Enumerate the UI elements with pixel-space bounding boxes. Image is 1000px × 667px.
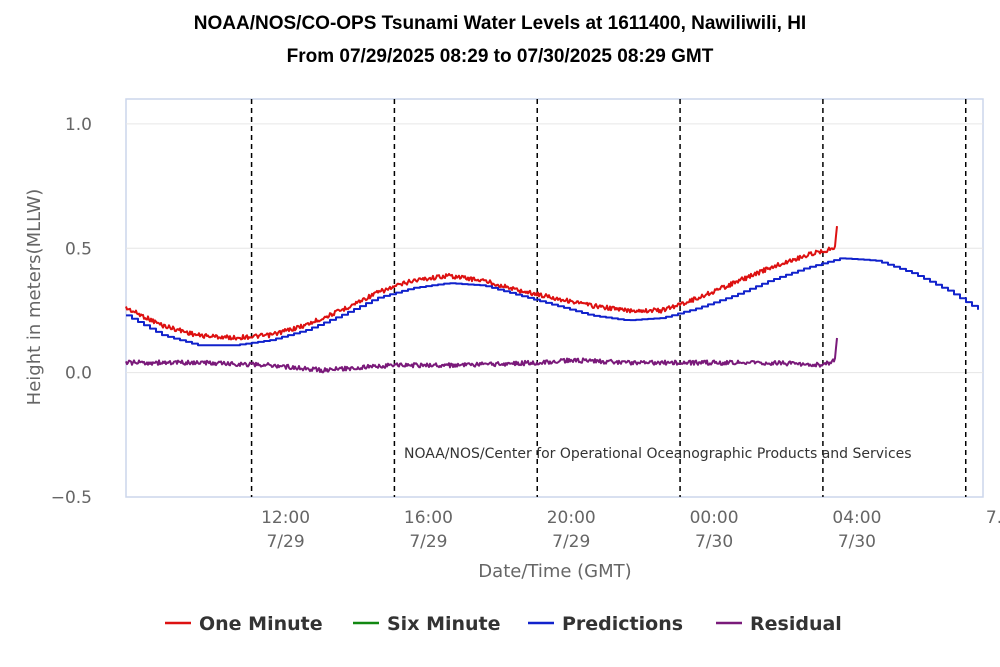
chart-subtitle: From 07/29/2025 08:29 to 07/30/2025 08:2… bbox=[286, 46, 714, 67]
x-tick-time-label: 12:00 bbox=[261, 508, 310, 528]
y-axis-title: Height in meters(MLLW) bbox=[24, 189, 45, 406]
x-tick-time-label: 00:00 bbox=[690, 508, 739, 528]
x-tick-time-label: 04:00 bbox=[832, 508, 881, 528]
series-line-residual bbox=[125, 337, 838, 374]
series-line-one-minute bbox=[125, 225, 838, 341]
legend-label: Residual bbox=[750, 613, 842, 635]
credit-text: NOAA/NOS/Center for Operational Oceanogr… bbox=[404, 446, 912, 462]
x-tick-date-label: 7/30 bbox=[838, 532, 876, 552]
y-tick-label: −0.5 bbox=[51, 488, 92, 508]
chart-title: NOAA/NOS/CO-OPS Tsunami Water Levels at … bbox=[193, 13, 807, 34]
x-tick-date-label: 7/29 bbox=[552, 532, 590, 552]
y-tick-label: 0.0 bbox=[65, 364, 92, 384]
legend-item-predictions[interactable]: Predictions bbox=[528, 613, 683, 635]
legend-item-one-minute[interactable]: One Minute bbox=[165, 613, 323, 635]
legend-item-six-minute[interactable]: Six Minute bbox=[353, 613, 501, 635]
x-tick-time-label: 7… bbox=[986, 508, 1000, 528]
series-line-predictions bbox=[126, 257, 979, 347]
x-axis-title: Date/Time (GMT) bbox=[478, 561, 631, 582]
x-tick-date-label: 7/29 bbox=[266, 532, 304, 552]
x-tick-time-label: 16:00 bbox=[404, 508, 453, 528]
y-tick-label: 1.0 bbox=[65, 115, 92, 135]
legend-label: Predictions bbox=[562, 613, 683, 635]
y-tick-label: 0.5 bbox=[65, 239, 92, 259]
legend-label: Six Minute bbox=[387, 613, 501, 635]
legend-label: One Minute bbox=[199, 613, 323, 635]
legend-item-residual[interactable]: Residual bbox=[716, 613, 842, 635]
x-tick-date-label: 7/29 bbox=[409, 532, 447, 552]
x-tick-date-label: 7/30 bbox=[695, 532, 733, 552]
x-tick-time-label: 20:00 bbox=[547, 508, 596, 528]
